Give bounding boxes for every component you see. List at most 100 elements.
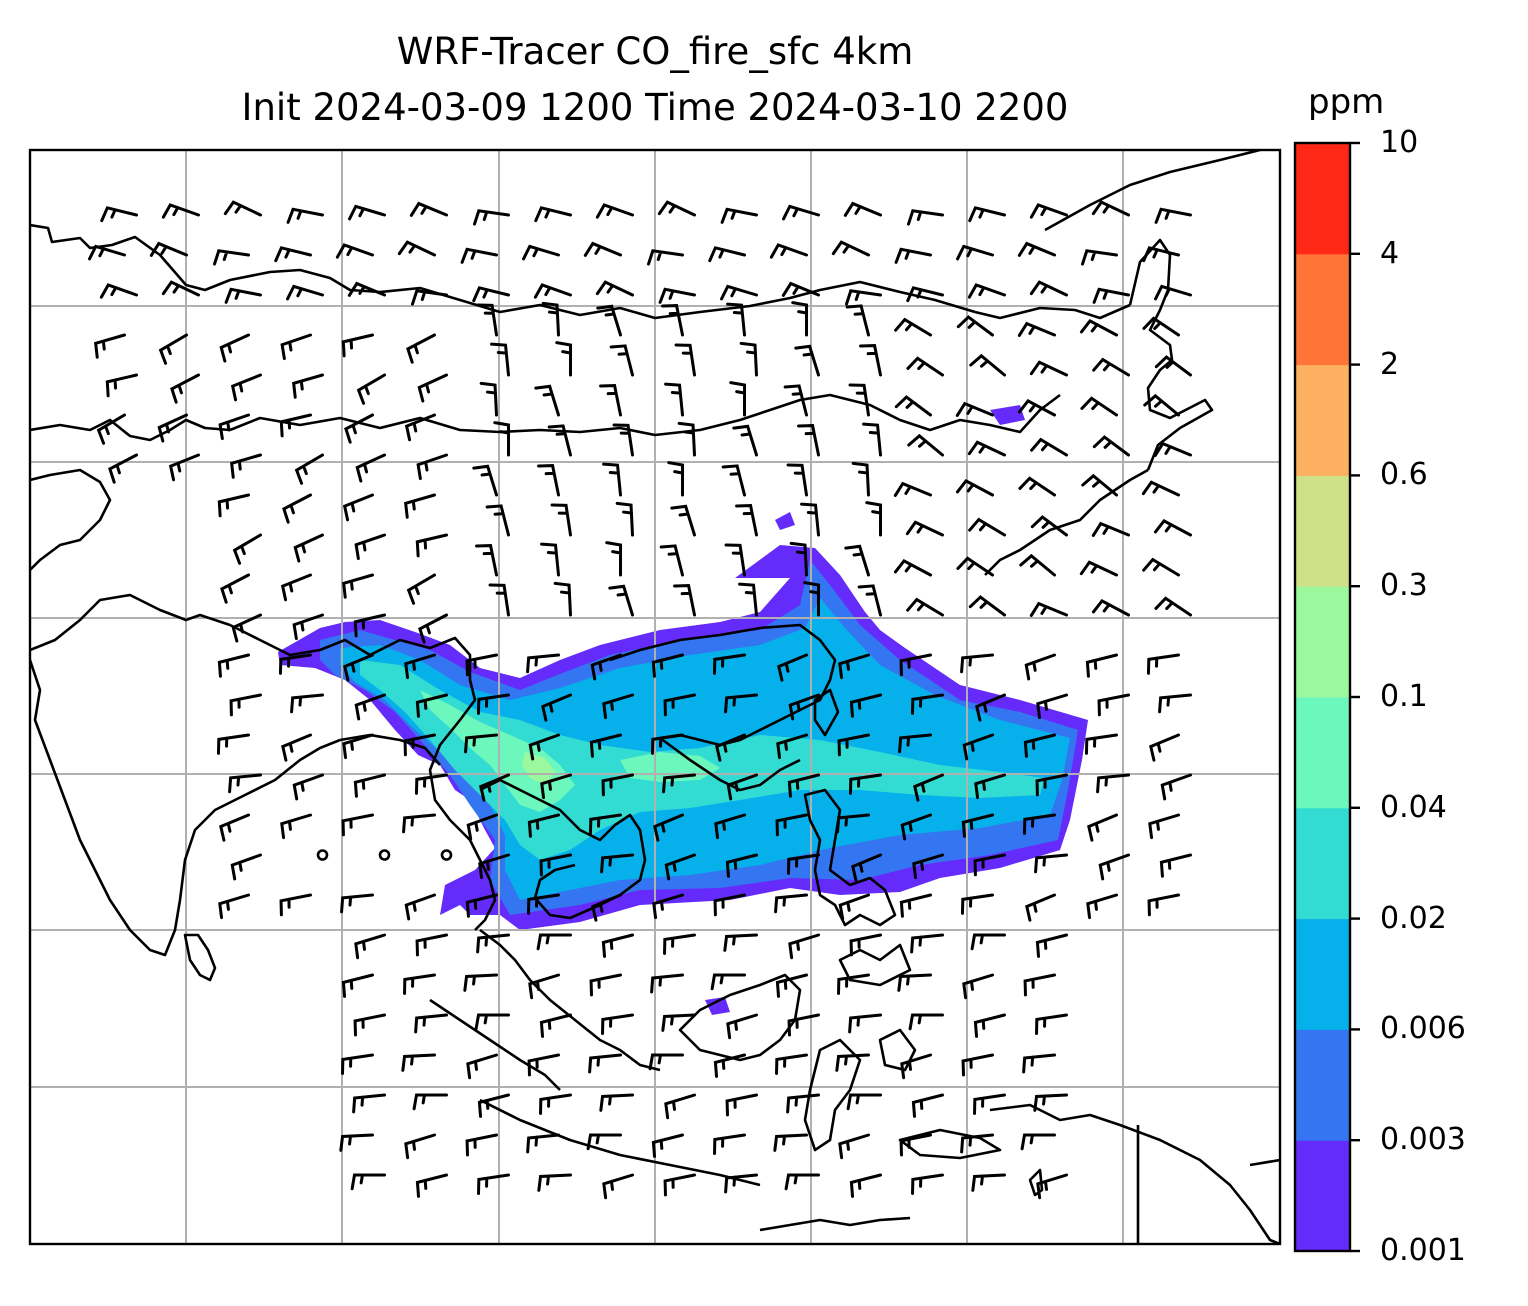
wind-barb <box>88 244 126 261</box>
wind-barb <box>404 1133 436 1160</box>
wind-barb <box>212 249 250 266</box>
wind-barb <box>663 693 696 717</box>
wind-barb <box>912 853 944 880</box>
wind-barb <box>1030 437 1068 457</box>
wind-barb <box>1096 773 1130 794</box>
wind-barb <box>851 461 870 497</box>
wind-barb <box>661 1013 696 1032</box>
wind-barb <box>417 373 448 403</box>
wind-barb <box>488 583 510 617</box>
wind-barb <box>354 933 386 960</box>
wind-barb <box>775 1053 808 1075</box>
wind-barb <box>475 544 498 577</box>
colorbar-segment <box>1295 918 1350 1030</box>
wind-barb <box>1024 653 1056 681</box>
colorbar-segment <box>1295 1029 1350 1141</box>
wind-barb <box>713 893 746 917</box>
wind-barb <box>279 893 312 917</box>
wind-barb <box>781 281 820 297</box>
wind-barb <box>230 373 262 402</box>
wind-barb <box>404 493 436 519</box>
wind-barb <box>910 693 944 715</box>
wind-barb <box>280 333 312 361</box>
wind-barb <box>1022 1053 1056 1074</box>
wind-barb <box>460 247 498 264</box>
wind-barb <box>290 693 324 714</box>
wind-barb <box>596 304 622 337</box>
wind-barb <box>1142 557 1180 577</box>
wind-barb <box>775 813 808 837</box>
wind-barb <box>161 203 200 219</box>
wind-barb <box>1154 284 1192 301</box>
wind-barb <box>715 733 746 762</box>
wind-barb <box>1017 398 1056 417</box>
wind-barb <box>217 493 250 518</box>
wind-barb <box>404 653 436 680</box>
wind-barb <box>341 813 374 837</box>
colorbar-tick-label: 2 <box>1380 346 1400 382</box>
wind-barb <box>783 384 808 417</box>
wind-barb <box>601 773 634 797</box>
wind-barb <box>794 344 820 377</box>
wind-barb <box>664 853 696 881</box>
wind-barb <box>844 289 882 306</box>
wind-barb <box>786 463 808 497</box>
wind-barb <box>1034 853 1068 874</box>
wind-barb <box>776 733 808 760</box>
wind-barb <box>541 301 560 337</box>
wind-barb <box>1148 813 1180 840</box>
coastlines-and-borders <box>30 150 1280 1244</box>
wind-barb <box>1153 441 1192 457</box>
wind-barb <box>849 1173 882 1198</box>
wind-barb <box>476 693 510 715</box>
wind-barb <box>536 933 572 951</box>
wind-barb <box>894 317 932 337</box>
wind-barb <box>800 502 820 537</box>
wind-barb <box>1023 973 1056 997</box>
wind-barb <box>292 613 324 641</box>
wind-barb <box>216 733 250 755</box>
wind-barb <box>835 1053 870 1072</box>
wind-barb <box>1159 853 1192 878</box>
wind-barb <box>477 1173 510 1195</box>
colorbar-tick-label: 0.003 <box>1380 1122 1466 1158</box>
wind-barb <box>149 241 188 257</box>
wind-barb <box>836 813 870 834</box>
wind-barb <box>1017 241 1056 257</box>
wind-barb <box>348 204 386 221</box>
plume-patch-ne2 <box>775 512 795 530</box>
wind-barb <box>404 893 436 921</box>
wind-barb <box>797 424 820 457</box>
wind-barb <box>274 246 312 263</box>
wind-barb <box>605 541 623 577</box>
wind-barb <box>1029 203 1068 219</box>
wind-barb <box>911 1173 944 1195</box>
wind-barb <box>967 440 1006 457</box>
wind-barb <box>673 584 696 617</box>
wind-barb <box>658 287 696 304</box>
wind-barb <box>955 401 994 417</box>
wind-barb <box>726 773 758 801</box>
colorbar-tick-label: 4 <box>1380 235 1400 271</box>
wind-barb <box>1020 1133 1056 1151</box>
wind-barb <box>588 813 622 835</box>
wind-barb <box>1080 396 1118 417</box>
wind-barb <box>1081 249 1118 266</box>
wind-barb <box>232 533 262 565</box>
wind-barb <box>738 582 758 617</box>
wind-barb <box>1035 933 1068 958</box>
wind-barb <box>913 773 944 802</box>
wind-barb <box>769 243 808 259</box>
wind-barb <box>971 1173 1006 1192</box>
wind-barb <box>540 542 560 577</box>
wind-barb <box>406 333 436 364</box>
wind-barb <box>837 733 870 757</box>
wind-barb <box>663 933 696 955</box>
wind-barb <box>599 1093 634 1112</box>
wind-barb <box>339 1133 374 1152</box>
wind-barb <box>612 423 634 457</box>
wind-barb <box>710 973 746 991</box>
wind-barb <box>661 304 684 337</box>
wind-barb <box>465 893 498 918</box>
wind-barb <box>418 613 448 644</box>
